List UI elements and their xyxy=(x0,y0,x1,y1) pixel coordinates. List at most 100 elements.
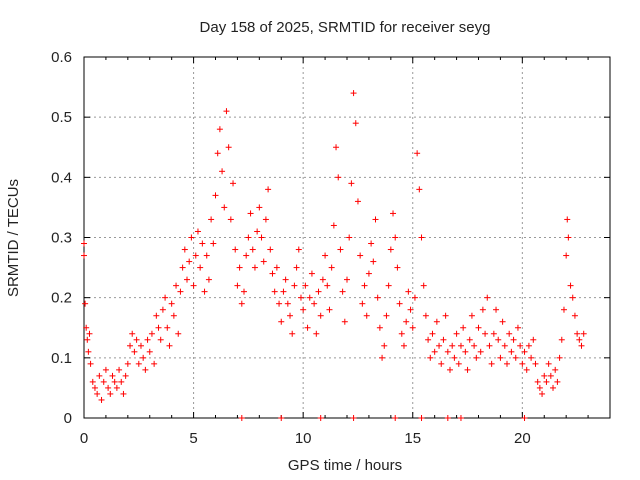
data-point xyxy=(571,312,578,319)
data-point xyxy=(284,300,291,307)
y-tick-label: 0.2 xyxy=(51,290,72,307)
data-point xyxy=(523,366,530,373)
data-point xyxy=(503,360,510,367)
data-point xyxy=(166,342,173,349)
data-point xyxy=(85,348,92,355)
data-point xyxy=(392,415,399,421)
data-point xyxy=(179,264,186,271)
data-point xyxy=(418,234,425,241)
y-axis-label: SRMTID / TECUs xyxy=(5,179,22,297)
data-point xyxy=(201,288,208,295)
data-point xyxy=(403,318,410,325)
data-point xyxy=(521,348,528,355)
data-point xyxy=(560,306,567,313)
data-point xyxy=(484,294,491,301)
data-point xyxy=(81,240,87,247)
data-point xyxy=(564,216,571,223)
data-point xyxy=(350,90,357,97)
data-point xyxy=(297,294,304,301)
data-point xyxy=(173,282,180,289)
data-point xyxy=(361,282,368,289)
data-point xyxy=(148,330,155,337)
data-point xyxy=(236,264,243,271)
data-point xyxy=(490,330,497,337)
data-point xyxy=(304,324,311,331)
data-point xyxy=(519,360,526,367)
data-point xyxy=(422,312,429,319)
data-point xyxy=(267,246,274,253)
data-point xyxy=(113,384,120,391)
data-point xyxy=(381,342,388,349)
data-point xyxy=(479,306,486,313)
data-point xyxy=(510,336,517,343)
data-point xyxy=(495,336,502,343)
data-point xyxy=(260,258,267,265)
data-point xyxy=(227,216,234,223)
data-point xyxy=(81,252,87,259)
data-point xyxy=(383,312,390,319)
data-point xyxy=(168,300,175,307)
data-point xyxy=(346,234,353,241)
data-point xyxy=(414,150,421,157)
data-point xyxy=(341,318,348,325)
data-point xyxy=(543,378,550,385)
data-point xyxy=(240,288,247,295)
y-tick-label: 0.4 xyxy=(51,169,72,186)
data-point xyxy=(394,264,401,271)
data-point xyxy=(374,294,381,301)
data-point xyxy=(157,336,164,343)
data-point xyxy=(392,234,399,241)
data-point xyxy=(278,318,285,325)
data-point xyxy=(230,180,237,187)
data-point xyxy=(146,348,153,355)
data-point xyxy=(475,324,482,331)
data-point xyxy=(280,288,287,295)
data-point xyxy=(330,222,337,229)
axis-ticks: 0 0.1 0.2 0.3 0.4 0.5 0.6 0 5 10 15 20 xyxy=(51,49,610,447)
data-point xyxy=(216,126,223,133)
data-point xyxy=(427,354,434,361)
data-point xyxy=(425,336,432,343)
x-tick-label: 0 xyxy=(80,430,88,447)
data-point xyxy=(124,360,131,367)
data-point xyxy=(506,330,513,337)
data-point xyxy=(429,330,436,337)
data-point xyxy=(278,415,285,421)
data-point xyxy=(302,282,309,289)
data-point xyxy=(501,342,508,349)
data-point xyxy=(565,234,572,241)
data-point xyxy=(447,366,454,373)
data-point xyxy=(576,336,583,343)
data-point xyxy=(205,276,212,283)
data-point xyxy=(400,342,407,349)
data-point xyxy=(116,366,123,373)
data-point xyxy=(365,270,372,277)
data-point xyxy=(273,264,280,271)
data-point xyxy=(232,246,239,253)
data-point xyxy=(363,312,370,319)
data-point xyxy=(162,294,169,301)
data-point xyxy=(100,378,107,385)
data-point xyxy=(247,210,254,217)
data-point xyxy=(94,390,101,397)
data-point xyxy=(82,300,89,307)
data-point xyxy=(142,366,149,373)
data-point xyxy=(137,342,144,349)
data-point xyxy=(170,312,177,319)
data-point xyxy=(514,324,521,331)
data-point xyxy=(265,186,272,193)
data-point xyxy=(372,216,379,223)
y-tick-label: 0 xyxy=(64,410,72,427)
data-point xyxy=(214,150,221,157)
data-point xyxy=(291,282,298,289)
data-point xyxy=(317,415,324,421)
data-point xyxy=(306,294,313,301)
data-point xyxy=(466,336,473,343)
data-point xyxy=(84,336,91,343)
data-point xyxy=(385,282,392,289)
data-point xyxy=(287,312,294,319)
data-point xyxy=(352,120,359,127)
data-point xyxy=(344,276,350,283)
x-tick-label: 20 xyxy=(514,430,531,447)
